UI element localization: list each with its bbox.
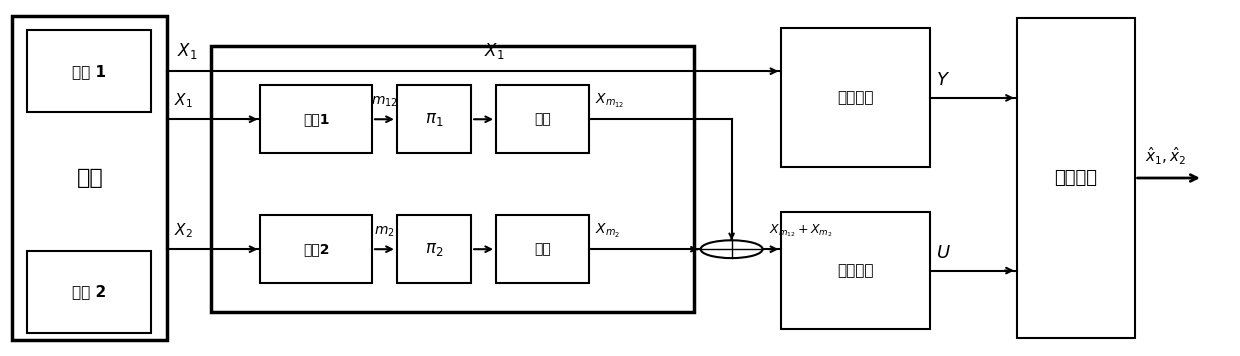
Text: 信源: 信源 [77, 168, 103, 188]
FancyBboxPatch shape [12, 16, 167, 340]
Text: $\pi_1$: $\pi_1$ [425, 110, 443, 128]
Text: 调制: 调制 [534, 242, 551, 256]
FancyBboxPatch shape [496, 215, 589, 283]
Text: 信源 1: 信源 1 [72, 64, 107, 79]
Text: $X_{m_{12}}$: $X_{m_{12}}$ [595, 92, 625, 110]
Text: 联合识码: 联合识码 [1054, 169, 1097, 187]
FancyBboxPatch shape [397, 85, 471, 153]
Text: 实际信道: 实际信道 [837, 263, 874, 278]
Text: 编砃2: 编砃2 [303, 242, 330, 256]
Text: $\hat{x}_1,\hat{x}_2$: $\hat{x}_1,\hat{x}_2$ [1145, 146, 1185, 167]
FancyBboxPatch shape [781, 28, 930, 167]
Text: 编砃1: 编砃1 [303, 112, 330, 126]
FancyBboxPatch shape [260, 215, 372, 283]
Text: $m_2$: $m_2$ [374, 224, 394, 239]
Text: $m_{12}$: $m_{12}$ [371, 94, 398, 109]
Text: $X_1$: $X_1$ [177, 41, 198, 61]
Text: $X_1$: $X_1$ [174, 91, 192, 110]
FancyBboxPatch shape [27, 30, 151, 112]
FancyBboxPatch shape [397, 215, 471, 283]
FancyBboxPatch shape [27, 251, 151, 333]
FancyBboxPatch shape [260, 85, 372, 153]
Text: $Y$: $Y$ [936, 71, 950, 89]
Text: 信源 2: 信源 2 [72, 284, 107, 299]
Text: $X_1$: $X_1$ [484, 41, 505, 61]
Text: $U$: $U$ [936, 244, 951, 262]
FancyBboxPatch shape [211, 46, 694, 312]
FancyBboxPatch shape [496, 85, 589, 153]
Text: $X_{m_{12}}+X_{m_2}$: $X_{m_{12}}+X_{m_2}$ [769, 222, 832, 239]
FancyBboxPatch shape [1017, 18, 1135, 338]
Text: 调制: 调制 [534, 112, 551, 126]
Text: $\pi_2$: $\pi_2$ [425, 240, 443, 258]
Text: 关联信道: 关联信道 [837, 90, 874, 105]
Text: $X_{m_2}$: $X_{m_2}$ [595, 222, 620, 240]
FancyBboxPatch shape [781, 212, 930, 329]
Text: $X_2$: $X_2$ [174, 221, 192, 240]
